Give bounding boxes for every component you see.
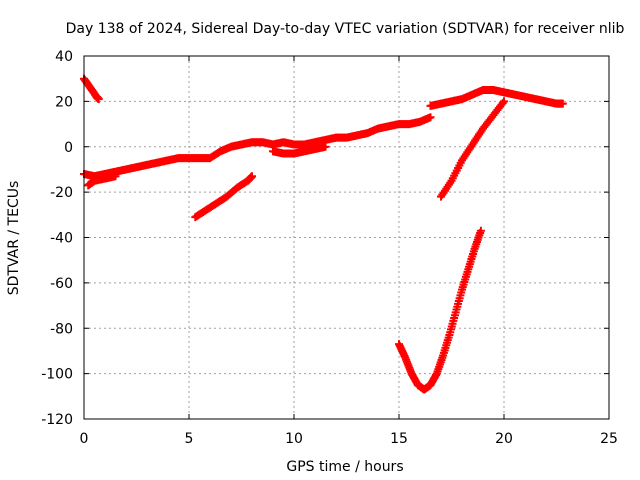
y-tick-label: -120 bbox=[41, 412, 73, 428]
y-tick-label: -20 bbox=[50, 185, 73, 201]
data-layer bbox=[80, 74, 567, 394]
grid bbox=[84, 56, 609, 419]
x-tick-label: 5 bbox=[185, 431, 194, 447]
data-point bbox=[476, 226, 485, 235]
chart-title: Day 138 of 2024, Sidereal Day-to-day VTE… bbox=[66, 21, 625, 37]
y-tick-label: 20 bbox=[55, 94, 73, 110]
axis-ticks: 0 5 10 15 20 25 -120 -100 -80 -60 -40 -20 0 20 40 bbox=[41, 49, 618, 447]
data-point bbox=[321, 142, 330, 151]
x-tick-label: 20 bbox=[495, 431, 513, 447]
data-point bbox=[558, 99, 567, 108]
x-tick-label: 15 bbox=[390, 431, 408, 447]
y-axis-label: SDTVAR / TECUs bbox=[6, 181, 22, 296]
y-tick-label: 40 bbox=[55, 49, 73, 65]
data-series bbox=[80, 113, 435, 181]
data-point bbox=[248, 172, 256, 181]
y-tick-label: -100 bbox=[41, 367, 73, 383]
data-point bbox=[111, 172, 120, 181]
data-point bbox=[500, 97, 508, 106]
data-series bbox=[269, 142, 330, 158]
x-tick-label: 10 bbox=[285, 431, 303, 447]
x-tick-label: 25 bbox=[600, 431, 618, 447]
y-tick-label: -60 bbox=[50, 276, 73, 292]
x-tick-label: 0 bbox=[80, 431, 89, 447]
data-series bbox=[426, 86, 567, 110]
y-tick-label: -40 bbox=[50, 231, 73, 247]
y-tick-label: -80 bbox=[50, 321, 73, 337]
data-series bbox=[395, 226, 485, 394]
y-tick-label: 0 bbox=[64, 140, 73, 156]
x-axis-label: GPS time / hours bbox=[286, 459, 403, 475]
data-series bbox=[80, 74, 103, 104]
data-point bbox=[94, 95, 103, 104]
data-series bbox=[84, 172, 120, 190]
data-point bbox=[426, 113, 435, 122]
data-series bbox=[191, 172, 256, 222]
data-series bbox=[437, 97, 508, 201]
